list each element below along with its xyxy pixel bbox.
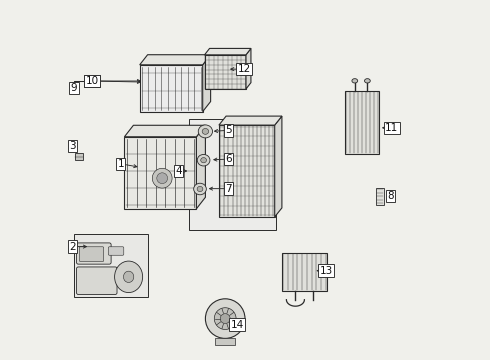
Ellipse shape bbox=[115, 261, 143, 293]
Ellipse shape bbox=[194, 183, 206, 195]
Polygon shape bbox=[203, 55, 211, 112]
Ellipse shape bbox=[157, 173, 168, 184]
Bar bbox=[215, 338, 235, 345]
Polygon shape bbox=[124, 125, 205, 137]
Ellipse shape bbox=[198, 125, 213, 138]
Ellipse shape bbox=[201, 158, 206, 163]
Ellipse shape bbox=[197, 154, 210, 166]
Text: 4: 4 bbox=[175, 166, 182, 176]
Ellipse shape bbox=[365, 78, 370, 83]
FancyBboxPatch shape bbox=[76, 243, 111, 264]
Bar bbox=[74, 153, 83, 160]
Bar bbox=[74, 234, 148, 297]
Polygon shape bbox=[246, 49, 251, 89]
Polygon shape bbox=[140, 55, 211, 65]
Ellipse shape bbox=[123, 271, 134, 283]
Ellipse shape bbox=[197, 186, 203, 192]
Ellipse shape bbox=[352, 78, 358, 83]
Polygon shape bbox=[204, 55, 246, 89]
Text: 3: 3 bbox=[70, 141, 76, 151]
FancyBboxPatch shape bbox=[76, 267, 117, 294]
Text: 2: 2 bbox=[70, 242, 76, 252]
Text: 6: 6 bbox=[225, 154, 232, 164]
Text: 14: 14 bbox=[230, 320, 244, 330]
Polygon shape bbox=[196, 125, 205, 209]
Text: 9: 9 bbox=[71, 83, 77, 93]
Text: 10: 10 bbox=[85, 76, 98, 86]
Bar bbox=[376, 188, 384, 205]
Bar bbox=[345, 91, 379, 154]
Text: 7: 7 bbox=[225, 184, 232, 194]
FancyBboxPatch shape bbox=[108, 247, 124, 255]
Text: 8: 8 bbox=[388, 191, 394, 201]
Polygon shape bbox=[219, 116, 282, 125]
Ellipse shape bbox=[220, 314, 230, 324]
Text: 5: 5 bbox=[225, 125, 232, 135]
FancyBboxPatch shape bbox=[79, 247, 104, 262]
Ellipse shape bbox=[214, 308, 236, 329]
Polygon shape bbox=[275, 116, 282, 217]
Ellipse shape bbox=[205, 299, 245, 338]
Polygon shape bbox=[219, 125, 275, 217]
Polygon shape bbox=[124, 137, 196, 209]
Ellipse shape bbox=[202, 129, 209, 134]
Text: 11: 11 bbox=[385, 123, 398, 133]
Text: 10: 10 bbox=[85, 76, 98, 86]
Ellipse shape bbox=[152, 168, 172, 188]
Text: 1: 1 bbox=[118, 159, 124, 169]
Text: 13: 13 bbox=[319, 266, 333, 276]
Bar bbox=[282, 253, 327, 291]
Bar bbox=[189, 119, 275, 230]
Polygon shape bbox=[204, 49, 251, 55]
Text: 12: 12 bbox=[238, 64, 251, 74]
Polygon shape bbox=[140, 65, 203, 112]
